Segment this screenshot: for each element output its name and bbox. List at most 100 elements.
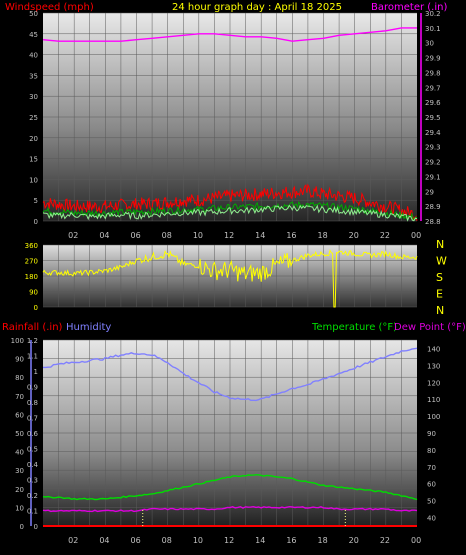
temperature-tick-label: 60 — [427, 481, 436, 489]
x-tick-label: 22 — [380, 231, 390, 240]
humidity-tick-label: 80 — [15, 374, 24, 382]
gust-line — [42, 183, 418, 221]
baro-tick-label: 30.2 — [425, 10, 441, 18]
climate-series — [42, 347, 418, 527]
temperature-axis-title: Temperature (°F) — [311, 322, 397, 333]
wind-tick-label: 35 — [29, 72, 38, 80]
graph-title: 24 hour graph day : April 18 2025 — [172, 2, 342, 13]
wind-tick-label: 30 — [29, 93, 38, 101]
x-tick-label: 02 — [68, 231, 78, 240]
humidity-tick-label: 70 — [15, 393, 24, 401]
baro-tick-label: 29 — [425, 188, 434, 196]
x-tick-label: 10 — [193, 536, 203, 545]
wind-speed-line — [42, 200, 418, 220]
humidity-tick-label: 30 — [15, 467, 24, 475]
baro-tick-label: 29.6 — [425, 99, 441, 107]
baro-axis-title: Barometer (.in) — [371, 2, 447, 13]
rain-tick-label: 1 — [34, 368, 38, 376]
temperature-tick-label: 130 — [427, 362, 440, 370]
baro-tick-label: 29.9 — [425, 55, 441, 63]
x-tick-label: 12 — [224, 536, 234, 545]
wind-average-line — [42, 204, 418, 222]
temperature-axis-ticks: 40 50 60 70 80 90 100 110 120 130 140 — [427, 345, 440, 522]
humidity-tick-label: 50 — [15, 430, 24, 438]
compass-letter: N — [436, 238, 444, 251]
wind-axis-ticks: 0 5 10 15 20 25 30 35 40 45 50 — [29, 10, 38, 226]
temperature-tick-label: 120 — [427, 379, 440, 387]
x-tick-label: 12 — [224, 231, 234, 240]
compass-letter: S — [436, 271, 443, 284]
direction-axis-ticks: 0 90 180 270 360 — [25, 242, 38, 312]
baro-axis-ticks: 28.8 28.9 29 29.1 29.2 29.3 29.4 29.5 29.6 29.7 29… — [420, 10, 441, 226]
x-tick-label: 04 — [99, 231, 109, 240]
x-tick-label: 04 — [99, 536, 109, 545]
temperature-tick-label: 40 — [427, 515, 436, 523]
baro-tick-label: 29.1 — [425, 173, 441, 181]
rain-tick-label: 0.7 — [27, 415, 38, 423]
rain-tick-label: 1.1 — [27, 353, 38, 361]
baro-tick-label: 29.3 — [425, 144, 441, 152]
wind-tick-label: 10 — [29, 176, 38, 184]
direction-series — [42, 249, 418, 308]
temperature-tick-label: 140 — [427, 345, 440, 353]
baro-tick-label: 30 — [425, 40, 434, 48]
direction-tick-label: 360 — [25, 242, 38, 250]
direction-tick-label: 180 — [25, 273, 38, 281]
baro-tick-label: 29.2 — [425, 159, 441, 167]
x-tick-label: 06 — [131, 536, 141, 545]
humidity-line — [43, 347, 418, 402]
x-tick-label: 18 — [318, 536, 328, 545]
humidity-tick-label: 90 — [15, 356, 24, 364]
humidity-tick-label: 20 — [15, 486, 24, 494]
direction-panel-grid — [43, 244, 417, 308]
rain-tick-label: 0.6 — [27, 430, 39, 438]
direction-tick-label: 0 — [34, 304, 38, 312]
humidity-tick-label: 60 — [15, 411, 24, 419]
temperature-tick-label: 110 — [427, 396, 440, 404]
x-tick-label: 10 — [193, 231, 203, 240]
temperature-tick-label: 90 — [427, 430, 436, 438]
baro-tick-label: 30.1 — [425, 25, 441, 33]
dew-point-line — [42, 505, 418, 513]
humidity-tick-label: 100 — [11, 337, 24, 345]
rain-tick-label: 0 — [34, 523, 38, 531]
compass-letter: N — [436, 304, 444, 317]
temperature-line — [42, 474, 418, 501]
wind-series — [42, 27, 418, 222]
temperature-tick-label: 80 — [427, 447, 436, 455]
wind-x-axis: 02 04 06 08 10 12 14 16 18 20 22 00 — [68, 231, 421, 240]
x-tick-label: 02 — [68, 536, 78, 545]
baro-tick-label: 29.5 — [425, 114, 441, 122]
rain-axis-ticks: 0 0.1 0.2 0.3 0.4 0.5 0.6 0.7 0.8 0.9 1 1.1 1.2 — [27, 337, 39, 531]
x-tick-label: 14 — [255, 231, 265, 240]
rain-tick-label: 0.9 — [27, 384, 38, 392]
rain-tick-label: 0.5 — [27, 446, 38, 454]
direction-tick-label: 90 — [29, 289, 38, 297]
humidity-tick-label: 10 — [15, 504, 24, 512]
rain-tick-label: 0.1 — [27, 508, 38, 516]
humidity-tick-label: 0 — [20, 523, 24, 531]
climate-panel-grid — [43, 339, 417, 527]
x-tick-label: 14 — [255, 536, 265, 545]
baro-tick-label: 29.7 — [425, 84, 441, 92]
rain-tick-label: 0.4 — [27, 461, 39, 469]
wind-tick-label: 50 — [29, 10, 38, 18]
x-tick-label: 18 — [318, 231, 328, 240]
x-tick-label: 16 — [286, 536, 296, 545]
x-tick-label: 00 — [411, 231, 421, 240]
temperature-tick-label: 100 — [427, 413, 440, 421]
wind-direction-line — [42, 249, 418, 308]
x-tick-label: 00 — [411, 536, 421, 545]
wind-tick-label: 5 — [34, 197, 38, 205]
compass-letter: E — [436, 288, 443, 301]
x-tick-label: 08 — [162, 231, 172, 240]
baro-tick-label: 29.4 — [425, 129, 441, 137]
wind-tick-label: 25 — [29, 114, 38, 122]
x-tick-label: 08 — [162, 536, 172, 545]
climate-x-axis: 02 04 06 08 10 12 14 16 18 20 22 00 — [68, 536, 421, 545]
dew-axis-title: Dew Point (°F) — [394, 322, 466, 333]
rain-axis-title: Rainfall (.in) — [2, 322, 63, 333]
wind-tick-label: 20 — [29, 135, 38, 143]
